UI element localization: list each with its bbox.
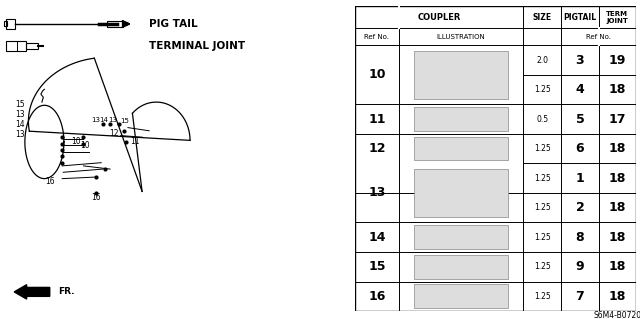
Text: TERMINAL JOINT: TERMINAL JOINT bbox=[149, 41, 245, 51]
Text: 6: 6 bbox=[575, 142, 584, 155]
Text: 1.25: 1.25 bbox=[534, 292, 550, 301]
Bar bbox=[6, 19, 15, 29]
Bar bbox=[4, 21, 7, 26]
Text: FR.: FR. bbox=[59, 287, 75, 296]
Text: 1.25: 1.25 bbox=[534, 262, 550, 271]
Text: 7: 7 bbox=[575, 290, 584, 303]
Text: 11: 11 bbox=[368, 113, 386, 126]
Bar bbox=[414, 51, 508, 99]
Text: 10: 10 bbox=[81, 141, 90, 150]
Text: 1.25: 1.25 bbox=[534, 203, 550, 212]
Bar bbox=[107, 21, 122, 27]
Text: 1: 1 bbox=[575, 172, 584, 185]
Bar bbox=[414, 108, 508, 131]
Text: 1.25: 1.25 bbox=[534, 144, 550, 153]
Text: 13: 13 bbox=[92, 117, 100, 123]
Text: COUPLER: COUPLER bbox=[418, 13, 461, 22]
Text: 13: 13 bbox=[15, 130, 24, 139]
Polygon shape bbox=[122, 21, 130, 27]
FancyArrow shape bbox=[14, 285, 50, 299]
Text: 14: 14 bbox=[15, 120, 24, 129]
Text: 11: 11 bbox=[130, 137, 140, 146]
Bar bbox=[414, 285, 508, 308]
Text: 13: 13 bbox=[368, 187, 386, 199]
Text: 12: 12 bbox=[368, 142, 386, 155]
Text: 2.0: 2.0 bbox=[536, 56, 548, 65]
Text: 1.25: 1.25 bbox=[534, 85, 550, 94]
Bar bbox=[414, 137, 508, 160]
Text: SIZE: SIZE bbox=[532, 13, 552, 22]
Text: 18: 18 bbox=[609, 260, 626, 273]
Text: PIGTAIL: PIGTAIL bbox=[563, 13, 596, 22]
Text: Ref No.: Ref No. bbox=[586, 34, 611, 40]
Text: 13: 13 bbox=[15, 110, 24, 119]
Text: 18: 18 bbox=[609, 201, 626, 214]
Text: 18: 18 bbox=[609, 172, 626, 185]
Text: 16: 16 bbox=[45, 177, 54, 186]
Bar bbox=[6, 41, 26, 51]
Text: 15: 15 bbox=[15, 100, 24, 109]
Text: 18: 18 bbox=[609, 231, 626, 244]
Bar bbox=[414, 169, 508, 217]
Text: 2: 2 bbox=[575, 201, 584, 214]
Bar bbox=[414, 226, 508, 249]
Text: S6M4-B0720: S6M4-B0720 bbox=[593, 311, 640, 319]
Text: 8: 8 bbox=[575, 231, 584, 244]
Text: 9: 9 bbox=[575, 260, 584, 273]
Bar bbox=[26, 43, 38, 49]
Bar bbox=[414, 255, 508, 278]
Text: 18: 18 bbox=[609, 290, 626, 303]
Text: 13: 13 bbox=[108, 117, 116, 123]
Text: 19: 19 bbox=[609, 54, 626, 67]
Text: Ref No.: Ref No. bbox=[364, 34, 389, 40]
Text: 16: 16 bbox=[368, 290, 386, 303]
Text: 5: 5 bbox=[575, 113, 584, 126]
Text: 17: 17 bbox=[608, 113, 626, 126]
Text: 14: 14 bbox=[100, 117, 109, 123]
Text: 14: 14 bbox=[368, 231, 386, 244]
Text: 12: 12 bbox=[109, 129, 118, 137]
Text: TERM
JOINT: TERM JOINT bbox=[606, 11, 628, 24]
Text: 0.5: 0.5 bbox=[536, 115, 548, 124]
Text: 1.25: 1.25 bbox=[534, 233, 550, 242]
Text: 15: 15 bbox=[120, 118, 129, 123]
Text: PIG TAIL: PIG TAIL bbox=[149, 19, 198, 29]
Text: 15: 15 bbox=[368, 260, 386, 273]
Text: 10: 10 bbox=[72, 137, 81, 146]
Text: 18: 18 bbox=[609, 142, 626, 155]
Text: 1.25: 1.25 bbox=[534, 174, 550, 183]
Text: 3: 3 bbox=[575, 54, 584, 67]
Text: 4: 4 bbox=[575, 83, 584, 96]
Text: 18: 18 bbox=[609, 83, 626, 96]
Text: 10: 10 bbox=[368, 68, 386, 81]
Text: ILLUSTRATION: ILLUSTRATION bbox=[436, 34, 485, 40]
Text: 16: 16 bbox=[91, 193, 100, 202]
